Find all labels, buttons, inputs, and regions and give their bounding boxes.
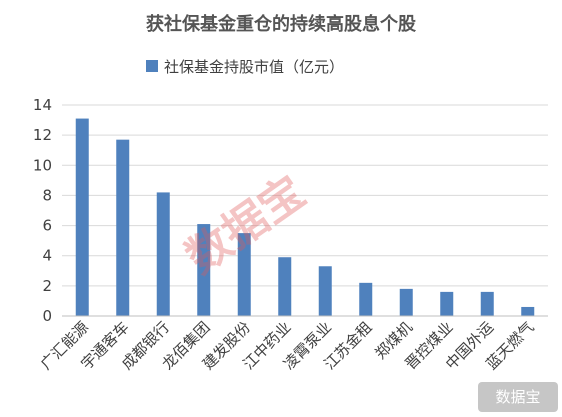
y-tick-label: 8 (42, 186, 52, 204)
y-tick-label: 6 (42, 217, 52, 235)
bar (318, 266, 332, 316)
y-tick-label: 4 (42, 247, 52, 265)
y-axis-ticks: 0 2 4 6 8 10 12 14 (33, 96, 52, 325)
legend: 社保基金持股市值（亿元） (146, 58, 344, 76)
bars (75, 118, 535, 316)
bar (278, 257, 292, 316)
y-tick-label: 12 (33, 126, 52, 144)
bar (480, 291, 494, 316)
bar (197, 224, 211, 316)
bar (116, 139, 130, 316)
y-tick-label: 0 (42, 307, 52, 325)
bar (75, 118, 89, 316)
y-tick-label: 2 (42, 277, 52, 295)
bar (440, 291, 454, 316)
legend-swatch (146, 60, 158, 72)
bar (399, 288, 413, 316)
x-axis-ticks: 广汇能源宇通客车成都银行龙佰集团建发股份江中药业凌霄泵业江苏金租郑煤机晋控煤业中… (37, 318, 538, 373)
bar (359, 282, 373, 316)
y-tick-label: 10 (33, 156, 52, 174)
bar (521, 306, 535, 316)
y-tick-label: 14 (33, 96, 52, 114)
corner-badge-bg (478, 382, 558, 412)
bar (237, 233, 251, 316)
gridlines (62, 104, 548, 287)
legend-label: 社保基金持股市值（亿元） (164, 58, 344, 76)
chart-title: 获社保基金重仓的持续高股息个股 (146, 13, 417, 35)
bar (156, 192, 170, 316)
corner-badge: 数据宝 (495, 388, 540, 406)
